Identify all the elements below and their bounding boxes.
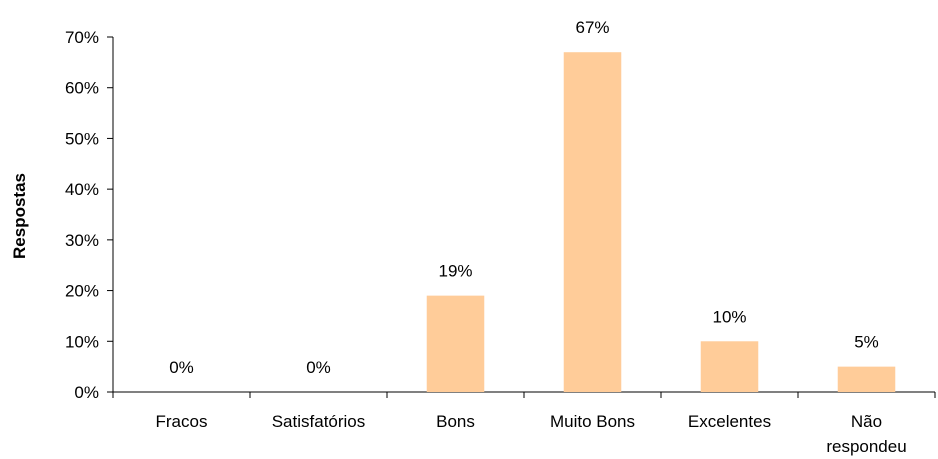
y-axis: 0% 10% 20% 30% 40% 50% 60% 70% [65, 28, 114, 402]
y-tick-label: 40% [65, 180, 99, 199]
data-label: 19% [438, 262, 472, 281]
x-tick-label: Excelentes [688, 412, 771, 431]
y-tick-label: 20% [65, 282, 99, 301]
y-axis-title: Respostas [10, 173, 29, 259]
data-label: 0% [169, 358, 194, 377]
bars [426, 52, 896, 392]
y-tick-label: 0% [74, 383, 99, 402]
data-label: 67% [575, 18, 609, 37]
data-labels: 0% 0% 19% 67% 10% 5% [169, 18, 879, 377]
y-tick-label: 50% [65, 129, 99, 148]
data-label: 0% [306, 358, 331, 377]
x-tick-label: Não respondeu [826, 412, 906, 456]
y-tick-label: 10% [65, 332, 99, 351]
x-axis: Fracos Satisfatórios Bons Muito Bons Excelen… [112, 391, 936, 456]
data-label: 5% [854, 333, 879, 352]
data-label: 10% [712, 307, 746, 326]
y-tick-label: 60% [65, 79, 99, 98]
bar [563, 52, 622, 392]
x-tick-label: Satisfatórios [272, 412, 366, 431]
x-tick-label: Bons [436, 412, 475, 431]
bar [426, 295, 485, 392]
y-tick-label: 30% [65, 231, 99, 250]
bar [837, 366, 896, 392]
x-tick-label: Fracos [156, 412, 208, 431]
bar [700, 341, 759, 392]
y-tick-label: 70% [65, 28, 99, 47]
x-tick-label: Muito Bons [550, 412, 635, 431]
